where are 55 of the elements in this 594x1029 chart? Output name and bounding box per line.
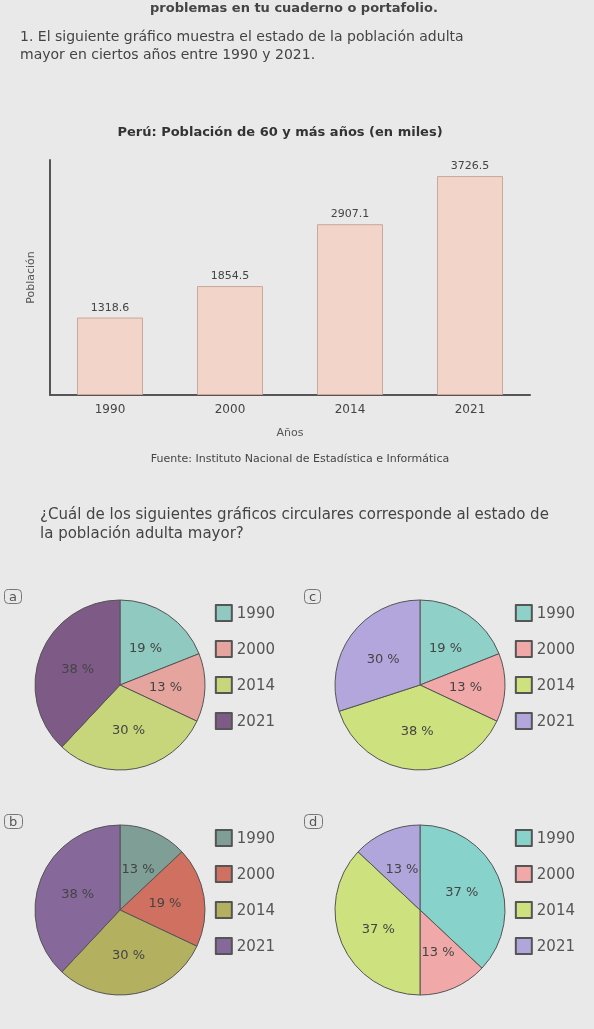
x-tick-label: 1990 <box>94 402 126 416</box>
data-label: 38 % <box>400 722 434 738</box>
legend-label: 2021 <box>236 712 276 730</box>
legend-label: 2021 <box>236 937 276 955</box>
x-tick-label: 2014 <box>334 402 366 416</box>
data-label: 30 % <box>112 947 146 963</box>
text: 1. El siguiente gráfico muestra el estado de la población adulta mayor en ciertos años entre 1990 y 2021. <box>20 28 465 63</box>
data-label: 37 % <box>361 920 395 936</box>
data-label: 19 % <box>429 639 463 655</box>
legend-label: 2021 <box>536 712 576 730</box>
legend-label: 1990 <box>536 829 576 847</box>
bar <box>317 224 383 395</box>
data-label: 19 % <box>129 639 163 655</box>
data-label: 37 % <box>445 884 479 900</box>
text: problemas en tu cuaderno o portafolio. <box>150 0 439 17</box>
chart-title: Perú: Población de 60 y más años (en miles) <box>117 124 443 139</box>
data-label: 38 % <box>61 885 95 901</box>
x-axis-title: Años <box>276 426 304 439</box>
data-label: 30 % <box>112 722 146 738</box>
legend-label: 2000 <box>536 865 576 883</box>
source-note: Fuente: Instituto Nacional de Estadística e Informática <box>149 452 451 466</box>
legend-label: 2014 <box>536 901 576 919</box>
legend-label: 2014 <box>236 901 276 919</box>
legend-label: 2014 <box>536 676 576 694</box>
data-label: 3726.5 <box>450 159 490 173</box>
data-label: 13 % <box>385 860 419 876</box>
data-label: 38 % <box>61 660 95 676</box>
chart-title: b <box>9 814 18 829</box>
chart-title: d <box>309 814 318 829</box>
text: ¿Cuál de los siguientes gráficos circulares corresponde al estado de la población adulta mayor? <box>40 505 550 543</box>
legend-label: 1990 <box>236 604 276 622</box>
y-axis-title: Población <box>24 251 37 304</box>
data-label: 19 % <box>148 895 182 911</box>
data-label: 13 % <box>421 944 455 960</box>
chart-title: c <box>309 589 317 604</box>
data-label: 1318.6 <box>90 300 130 314</box>
data-label: 13 % <box>148 678 182 694</box>
legend-label: 2021 <box>536 937 576 955</box>
bar <box>77 317 143 395</box>
legend-label: 2000 <box>536 640 576 658</box>
data-label: 13 % <box>121 860 155 876</box>
chart-title: a <box>9 589 17 604</box>
legend-label: 1990 <box>536 604 576 622</box>
legend-label: 2000 <box>236 865 276 883</box>
bar <box>437 176 503 395</box>
data-label: 13 % <box>448 678 482 694</box>
data-label: 30 % <box>366 650 400 666</box>
bar <box>197 286 263 395</box>
data-label: 1854.5 <box>210 269 250 283</box>
x-tick-label: 2000 <box>214 402 246 416</box>
legend-label: 2014 <box>236 676 276 694</box>
data-label: 2907.1 <box>330 207 370 221</box>
legend-label: 1990 <box>236 829 276 847</box>
x-tick-label: 2021 <box>454 402 486 416</box>
legend-label: 2000 <box>236 640 276 658</box>
